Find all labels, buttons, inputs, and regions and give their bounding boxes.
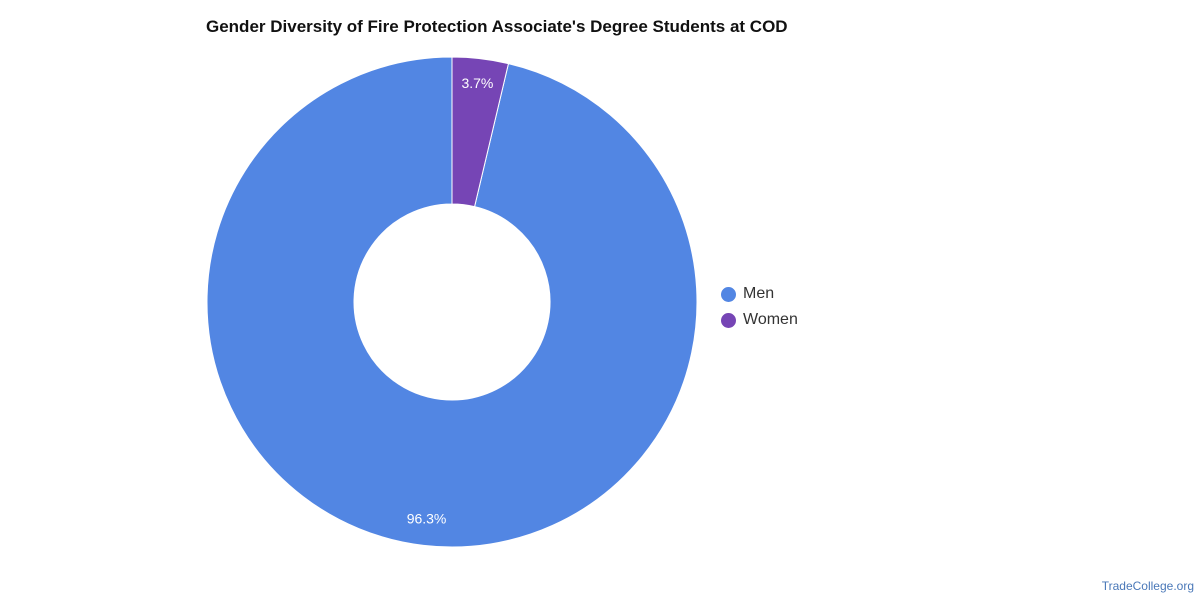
legend-item-women[interactable]: Women — [721, 307, 798, 333]
chart-title: Gender Diversity of Fire Protection Asso… — [206, 17, 788, 36]
source-credit[interactable]: TradeCollege.org — [1101, 579, 1194, 593]
donut-slice-women[interactable] — [451, 56, 510, 208]
legend-swatch-women — [721, 312, 736, 328]
donut-slice-men[interactable] — [206, 56, 698, 548]
legend-swatch-men — [721, 286, 736, 302]
legend: Men Women — [721, 281, 798, 333]
legend-label-men: Men — [743, 285, 775, 302]
slice-label-women: 3.7% — [461, 75, 493, 91]
slice-label-men: 96.3% — [407, 511, 447, 527]
legend-item-men[interactable]: Men — [721, 281, 798, 307]
legend-label-women: Women — [743, 311, 798, 328]
